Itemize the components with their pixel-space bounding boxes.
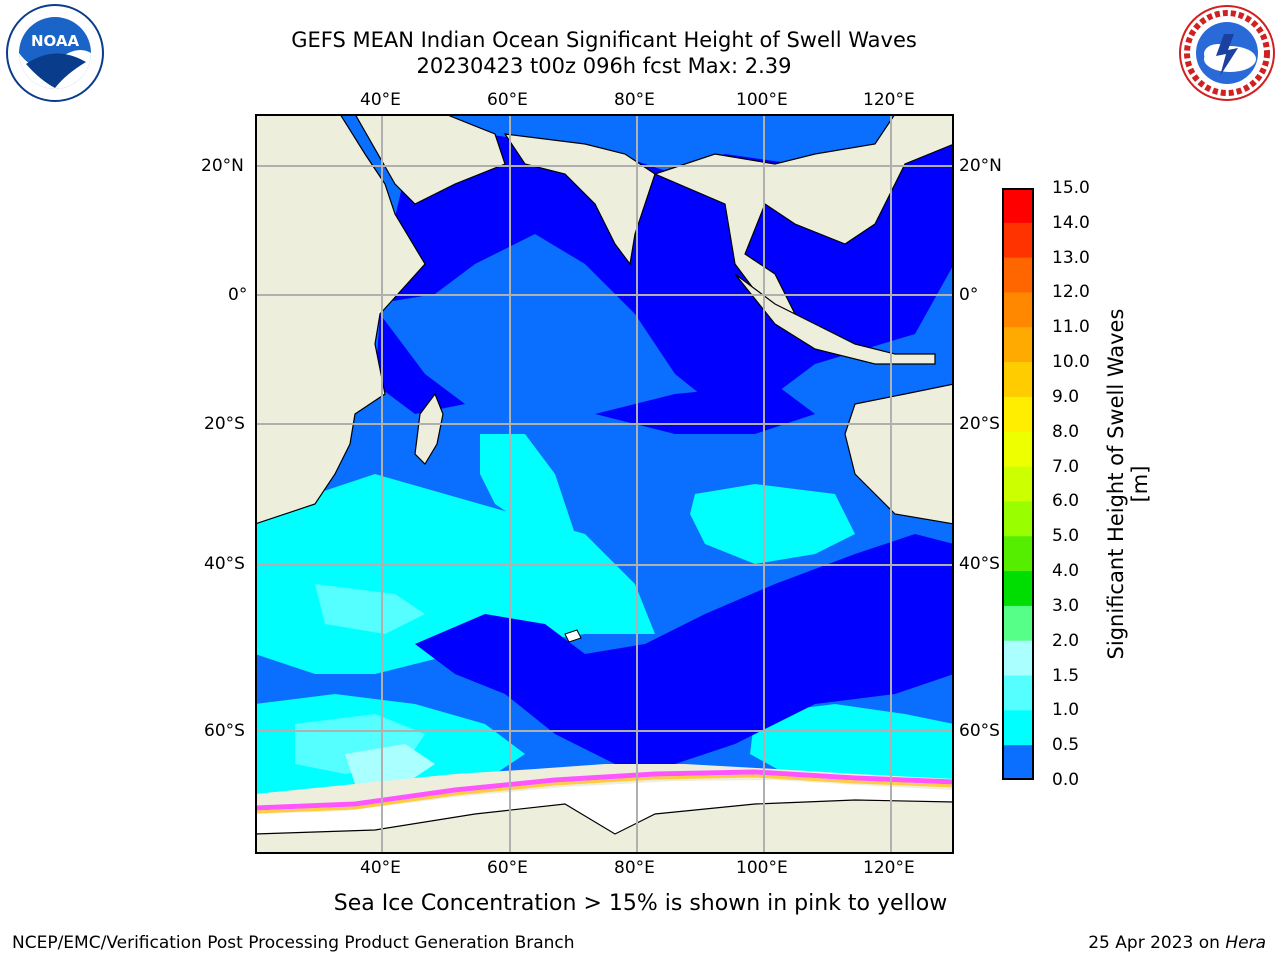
arabia-land — [354, 114, 506, 205]
antarctica-land — [255, 799, 954, 854]
ocean-2.0-3.0-patch — [345, 744, 435, 784]
colorbar-tick-label: 4.0 — [1052, 561, 1080, 582]
colorbar-tick-label: 15.0 — [1052, 178, 1090, 198]
lon-tick-top: 60°E — [487, 90, 528, 110]
kerguelen-island — [564, 629, 582, 643]
nws-logo-icon — [1178, 4, 1276, 102]
lat-tick-right: 20°N — [959, 156, 1002, 176]
sea-ice-edge — [255, 769, 954, 811]
colorbar-swatch — [1002, 501, 1034, 537]
colorbar-swatch — [1002, 640, 1034, 677]
lat-tick-left: 20°S — [204, 414, 245, 434]
colorbar-swatch — [1002, 745, 1034, 781]
colorbar-tick-label: 6.0 — [1052, 491, 1080, 512]
lon-tick-bottom: 60°E — [487, 858, 528, 878]
chart-subtitle: 20230423 t00z 096h fcst Max: 2.39 — [416, 54, 792, 78]
ocean-1.0-1.5-central — [480, 434, 575, 544]
lat-tick-right: 0° — [959, 285, 979, 305]
colorbar-swatch — [1002, 571, 1034, 607]
colorbar-tick-label: 9.0 — [1052, 386, 1080, 407]
colorbar-swatch — [1002, 675, 1034, 711]
australia-land — [844, 383, 954, 525]
ocean-1.0-1.5-east — [690, 484, 855, 564]
lat-tick-left: 20°N — [201, 156, 244, 176]
colorbar-swatch — [1002, 431, 1034, 468]
lon-tick-top: 100°E — [736, 90, 788, 110]
colorbar-tick-label: 0.5 — [1052, 735, 1080, 756]
madagascar-land — [414, 392, 444, 465]
colorbar-tick-label: 8.0 — [1052, 421, 1080, 442]
colorbar-swatch — [1002, 292, 1034, 328]
colorbar-swatch — [1002, 362, 1034, 398]
colorbar-tick-label: 3.0 — [1052, 595, 1080, 616]
colorbar-label: Significant Height of Swell Waves [m] — [1104, 308, 1152, 660]
colorbar-tick-label: 13.0 — [1052, 247, 1090, 268]
colorbar-swatch — [1002, 222, 1034, 259]
colorbar-swatch — [1002, 605, 1034, 642]
lon-tick-bottom: 40°E — [360, 858, 401, 878]
noaa-logo-icon: NOAA — [6, 4, 104, 102]
lon-tick-top: 120°E — [863, 90, 915, 110]
indonesia-land — [734, 273, 936, 365]
colorbar — [1002, 188, 1034, 781]
colorbar-tick-label: 12.0 — [1052, 282, 1090, 303]
lat-tick-right: 20°S — [959, 414, 1000, 434]
map-frame — [255, 114, 954, 854]
colorbar-swatch — [1002, 536, 1034, 572]
colorbar-tick-label: 7.0 — [1052, 456, 1080, 477]
graticule — [255, 114, 954, 854]
noaa-logo-text: NOAA — [31, 32, 80, 50]
colorbar-swatch — [1002, 466, 1034, 502]
colorbar-tick-label: 1.5 — [1052, 665, 1080, 686]
colorbar-tick-label: 0.0 — [1052, 770, 1080, 790]
lon-tick-top: 80°E — [614, 90, 655, 110]
generation-date: 25 Apr 2023 on Hera — [1088, 933, 1266, 953]
lat-tick-left: 0° — [228, 285, 248, 305]
colorbar-tick-label: 5.0 — [1052, 526, 1080, 547]
colorbar-swatch — [1002, 257, 1034, 293]
colorbar-tick-label: 10.0 — [1052, 352, 1090, 373]
ocean-0-0.5-south — [415, 534, 954, 764]
lat-tick-right: 40°S — [959, 554, 1000, 574]
lon-tick-bottom: 80°E — [614, 858, 655, 878]
colorbar-swatch — [1002, 396, 1034, 433]
colorbar-swatch — [1002, 327, 1034, 363]
lat-tick-right: 60°S — [959, 721, 1000, 741]
lon-tick-bottom: 100°E — [736, 858, 788, 878]
colorbar-tick-label: 14.0 — [1052, 212, 1090, 233]
colorbar-swatch — [1002, 188, 1034, 224]
credit-text: NCEP/EMC/Verification Post Processing Pr… — [12, 933, 575, 953]
swell-height-map — [255, 114, 954, 854]
colorbar-tick-label: 2.0 — [1052, 630, 1080, 651]
lon-tick-bottom: 120°E — [863, 858, 915, 878]
colorbar-tick-label: 11.0 — [1052, 317, 1090, 338]
lat-tick-left: 40°S — [204, 554, 245, 574]
lon-tick-top: 40°E — [360, 90, 401, 110]
chart-title: GEFS MEAN Indian Ocean Significant Heigh… — [291, 28, 917, 52]
colorbar-swatch — [1002, 710, 1034, 746]
colorbar-tick-label: 1.0 — [1052, 700, 1080, 721]
lat-tick-left: 60°S — [204, 721, 245, 741]
sea-ice-note: Sea Ice Concentration > 15% is shown in … — [333, 891, 948, 916]
host-name: Hera — [1225, 933, 1266, 953]
